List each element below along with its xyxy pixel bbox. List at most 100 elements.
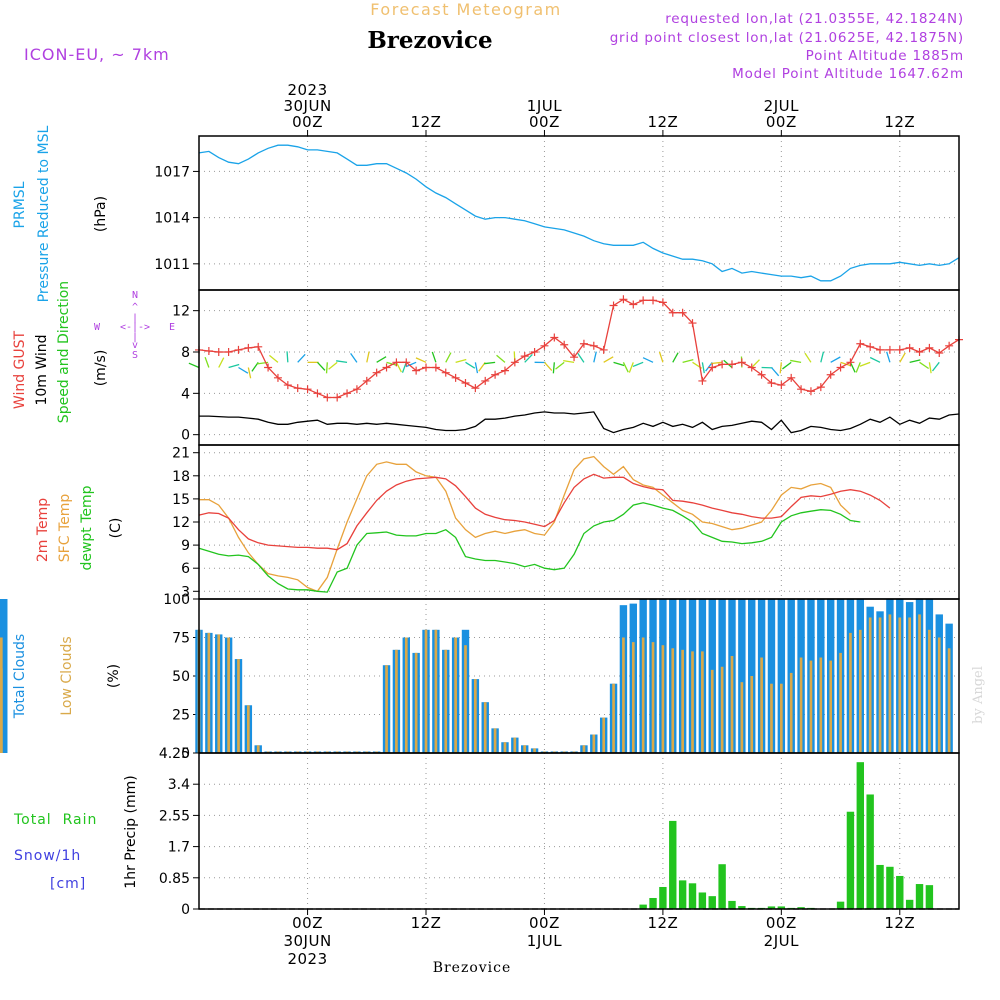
low-clouds-bar [937,637,941,753]
wind-direction-arrow [563,359,575,363]
low-clouds-bar [365,751,369,753]
low-clouds-bar [464,645,467,753]
y-tick-label: 1011 [154,257,190,273]
rain-bar [876,864,884,909]
gust-marker [777,381,786,390]
wind-direction-arrow [238,366,249,374]
bottom-time-label: 12Z [411,914,442,932]
gust-marker [422,363,431,372]
rain-bar [669,820,677,909]
gust-marker [876,345,885,354]
low-clouds-bar [671,648,675,753]
gust-marker [570,353,579,362]
top-time-label: 00Z [766,113,797,131]
wind-direction-arrow [269,354,279,363]
wind-direction-arrow [316,361,326,371]
low-clouds-bar [533,748,536,753]
low-clouds-bar [247,705,250,753]
y-tick-label: 1.7 [168,840,190,856]
wind-direction-arrow [804,352,812,363]
gust-marker [510,358,519,367]
wind-direction-arrow [658,351,664,363]
low-clouds-bar [888,614,892,753]
rain-bar [886,866,894,909]
y-tick-label: 8 [181,345,190,361]
top-time-label: 12Z [647,113,678,131]
low-clouds-bar [602,717,606,753]
gust-marker [688,319,697,328]
low-clouds-bar [839,652,842,753]
y-tick-label: 25 [172,708,190,724]
wind-direction-arrow [782,361,792,370]
top-time-label: 2023 [287,81,327,99]
dewpt-label: dewpt Temp [79,485,95,570]
wind-direction-arrow [543,361,553,371]
gust-marker [718,360,727,369]
low-clouds-bar [296,751,300,753]
rain-bar [698,892,707,909]
y-tick-label: 0 [181,428,190,444]
bottom-time-label: 12Z [647,914,678,932]
wind-panel: 0 4 8 12 [172,290,963,445]
gust-marker [293,384,302,393]
requested-coords: requested lon,lat (21.0355E, 42.1824N) [665,11,964,27]
y-tick-label: 21 [172,446,190,462]
low-clouds-bar [701,651,704,753]
compass-rose: N ^ | W <-|-> E | v S [94,290,175,361]
gust-marker [649,296,658,305]
compass-line-down: | [132,332,138,343]
total-clouds-bar [738,599,746,753]
gust-marker [520,352,529,361]
sfc-temp-line [199,455,851,593]
y-tick-label: 50 [172,669,190,685]
rain-bar [846,811,855,909]
rain-bar [728,900,736,909]
y-tick-label: 9 [181,538,190,554]
wind-direction-arrow [395,362,402,373]
gust-marker [915,348,924,356]
rain-bar [896,875,904,909]
gust-marker [856,339,865,348]
compass-e: E [169,322,175,333]
clouds-unit-label: (%) [106,664,122,688]
panel-frame [198,752,960,910]
rain-bar [777,906,786,909]
low-clouds-bar [858,629,862,753]
pressure-unit-label: (hPa) [93,196,109,232]
low-clouds-bar [316,751,319,753]
low-clouds-bar [385,665,388,753]
compass-w: W [94,322,101,333]
precip-unit-label: 1hr Precip (mm) [123,775,139,888]
gust-marker [402,358,411,367]
gust-marker [678,308,687,317]
low-clouds-bar [829,660,833,753]
super-title: Forecast Meteogram [370,0,561,19]
low-clouds-bar [513,737,517,753]
compass-horizontal: <-|-> [120,322,150,333]
gust-marker [935,349,944,358]
bottom-time-label: 1JUL [527,932,562,950]
gust-marker [481,376,490,385]
rain-bar [688,883,697,909]
bottom-time-label: 2JUL [764,932,799,950]
top-time-label: 2JUL [764,97,799,115]
total-clouds-bar [767,599,776,753]
gust-marker [382,363,391,372]
wind-direction-arrow [188,362,200,369]
wind-direction-arrow [496,354,506,363]
y-tick-label: 18 [172,469,190,485]
wind-direction-arrow [405,361,417,368]
low-clouds-label: Low Clouds [59,636,75,715]
wind-direction-arrow [524,353,533,363]
rain-bar [718,864,726,909]
low-clouds-bar [710,669,714,753]
dewpt-line [198,502,861,593]
wind-direction-arrow [931,361,940,372]
low-clouds-bar [799,657,803,753]
wind-direction-arrow [577,352,585,363]
wind-direction-arrow [919,361,930,370]
low-clouds-bar [582,745,586,753]
low-clouds-bar [612,683,615,753]
low-clouds-bar [592,734,596,753]
